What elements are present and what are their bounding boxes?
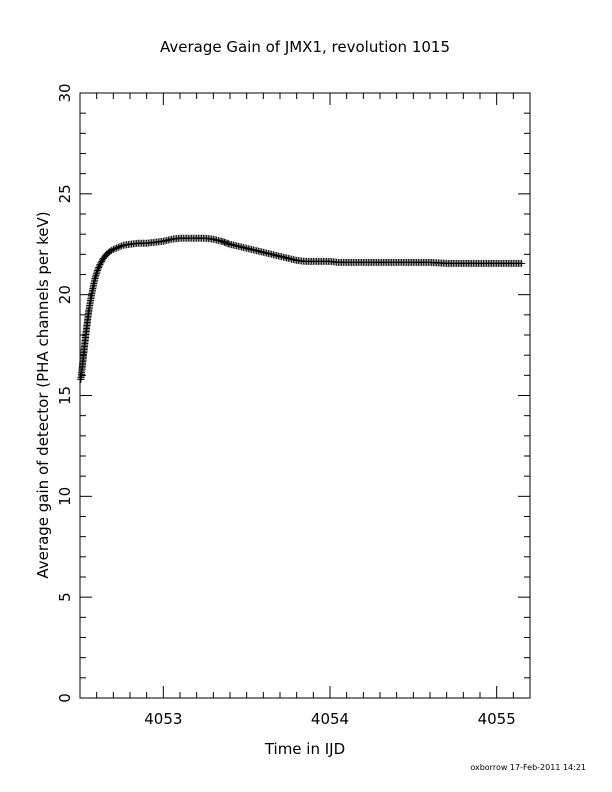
data-point <box>95 262 103 270</box>
data-point <box>114 243 122 251</box>
chart-title: Average Gain of JMX1, revolution 1015 <box>160 38 450 56</box>
data-point <box>118 242 126 250</box>
x-tick-label: 4054 <box>311 710 349 728</box>
y-tick-label: 30 <box>56 83 74 102</box>
y-tick-label: 5 <box>56 592 74 602</box>
x-axis-label: Time in IJD <box>264 740 345 758</box>
data-point <box>111 245 119 253</box>
data-point <box>225 240 233 248</box>
data-point <box>97 259 105 267</box>
plot-frame <box>79 92 531 699</box>
footer-credit: oxborrow 17-Feb-2011 14:21 <box>470 763 586 772</box>
y-tick-label: 25 <box>56 184 74 203</box>
y-tick-label: 20 <box>56 285 74 304</box>
x-tick-label: 4055 <box>478 710 516 728</box>
data-point <box>95 263 103 271</box>
data-point <box>518 259 526 267</box>
data-point <box>94 265 102 273</box>
y-tick-label: 15 <box>56 386 74 405</box>
data-point <box>116 243 124 251</box>
y-axis-label: Average gain of detector (PHA channels p… <box>34 211 52 578</box>
data-point <box>98 257 106 265</box>
data-point <box>109 245 117 253</box>
data-point <box>94 266 101 274</box>
data-point <box>96 260 104 268</box>
data-point <box>108 246 116 254</box>
y-tick-label: 0 <box>56 693 74 703</box>
y-axis: 0 5 10 15 20 25 30 <box>56 83 530 703</box>
x-axis: 4053 4054 4055 <box>79 93 531 728</box>
data-point <box>113 244 121 252</box>
x-tick-label: 4053 <box>144 710 182 728</box>
data-series <box>77 234 526 383</box>
y-tick-label: 10 <box>56 487 74 506</box>
